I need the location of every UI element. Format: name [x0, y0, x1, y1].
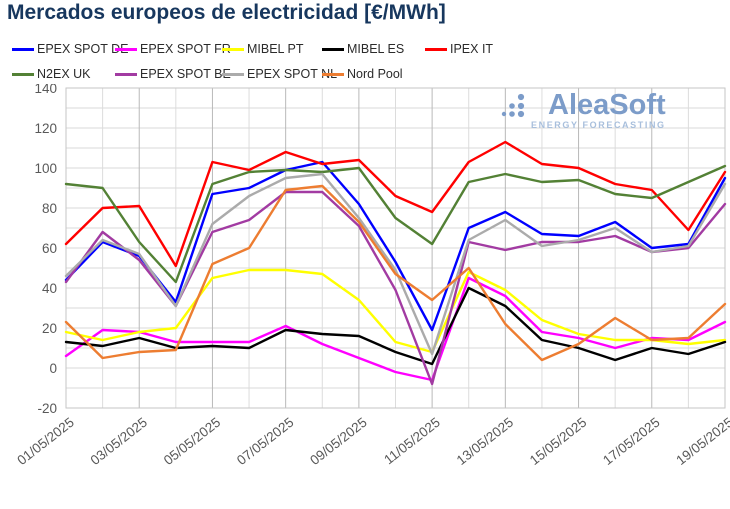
x-tick-label: 03/05/2025 — [88, 415, 150, 468]
legend-swatch-ipex-it — [425, 47, 447, 51]
legend-item-n2ex-uk: N2EX UK — [12, 63, 91, 85]
legend-item-ipex-it: IPEX IT — [425, 38, 493, 60]
legend-label-epex-spot-de: EPEX SPOT DE — [37, 42, 129, 56]
aleasoft-dots-icon — [501, 93, 525, 118]
y-tick-label: 140 — [34, 84, 57, 96]
x-tick-label: 15/05/2025 — [527, 415, 589, 468]
legend-item-epex-spot-de: EPEX SPOT DE — [12, 38, 128, 60]
legend-label-nord-pool: Nord Pool — [347, 67, 403, 81]
x-tick-label: 09/05/2025 — [307, 415, 369, 468]
legend-swatch-epex-spot-be — [115, 72, 137, 76]
series-line-mibel-pt — [64, 268, 727, 354]
y-tick-label: 20 — [42, 321, 57, 336]
legend-label-epex-spot-fr: EPEX SPOT FR — [140, 42, 231, 56]
legend-row-2: N2EX UK EPEX SPOT BE EPEX SPOT NL Nord Pool — [0, 63, 730, 85]
price-line-chart: -20 0 20 40 60 80 100 120 140 01/05/2025 03/05/202… — [14, 84, 730, 468]
y-tick-label: -20 — [37, 401, 57, 416]
y-tick-label: 120 — [34, 121, 57, 136]
legend-item-nord-pool: Nord Pool — [322, 63, 403, 85]
legend-label-epex-spot-nl: EPEX SPOT NL — [247, 67, 338, 81]
legend-label-mibel-es: MIBEL ES — [347, 42, 405, 56]
x-tick-label: 13/05/2025 — [454, 415, 516, 468]
legend-label-n2ex-uk: N2EX UK — [37, 67, 91, 81]
x-tick-label: 07/05/2025 — [234, 415, 296, 468]
aleasoft-logo: AleaSoft ENERGY FORECASTING — [500, 89, 666, 131]
logo-text-block: AleaSoft ENERGY FORECASTING — [531, 89, 666, 131]
x-tick-label: 19/05/2025 — [673, 415, 730, 468]
y-tick-label: 100 — [34, 161, 57, 176]
legend-swatch-epex-spot-de — [12, 47, 34, 51]
legend-swatch-epex-spot-fr — [115, 47, 137, 51]
legend-swatch-mibel-es — [322, 47, 344, 51]
x-tick-label: 11/05/2025 — [381, 415, 443, 468]
series-line-ipex-it — [64, 140, 727, 268]
y-tick-label: 80 — [42, 201, 57, 216]
series-line-epex-spot-de — [64, 160, 727, 332]
logo-name: AleaSoft — [548, 89, 666, 121]
legend-label-ipex-it: IPEX IT — [450, 42, 494, 56]
legend-item-epex-spot-nl: EPEX SPOT NL — [222, 63, 337, 85]
x-tick-label: 17/05/2025 — [600, 415, 662, 468]
series-line-epex-spot-nl — [64, 172, 727, 356]
logo-tagline: ENERGY FORECASTING — [531, 120, 666, 130]
legend-item-mibel-es: MIBEL ES — [322, 38, 404, 60]
series-line-epex-spot-fr — [64, 276, 727, 382]
x-tick-label: 01/05/2025 — [14, 415, 76, 468]
legend-label-mibel-pt: MIBEL PT — [247, 42, 304, 56]
y-tick-label: 60 — [42, 241, 57, 256]
legend-swatch-nord-pool — [322, 72, 344, 76]
series-line-nord-pool — [64, 184, 727, 362]
series-line-n2ex-uk — [64, 164, 727, 284]
plot-border — [65, 87, 726, 409]
legend-item-epex-spot-be: EPEX SPOT BE — [115, 63, 231, 85]
legend-label-epex-spot-be: EPEX SPOT BE — [140, 67, 231, 81]
legend-swatch-epex-spot-nl — [222, 72, 244, 76]
legend-item-mibel-pt: MIBEL PT — [222, 38, 304, 60]
x-tick-label: 05/05/2025 — [161, 415, 223, 468]
legend-item-epex-spot-fr: EPEX SPOT FR — [115, 38, 231, 60]
legend-swatch-mibel-pt — [222, 47, 244, 51]
legend-row-1: EPEX SPOT DE EPEX SPOT FR MIBEL PT MIBEL ES… — [0, 38, 730, 60]
chart-title: Mercados europeos de electricidad [€/MWh… — [7, 1, 446, 24]
y-tick-label: 0 — [49, 361, 57, 376]
legend-swatch-n2ex-uk — [12, 72, 34, 76]
y-tick-label: 40 — [42, 281, 57, 296]
